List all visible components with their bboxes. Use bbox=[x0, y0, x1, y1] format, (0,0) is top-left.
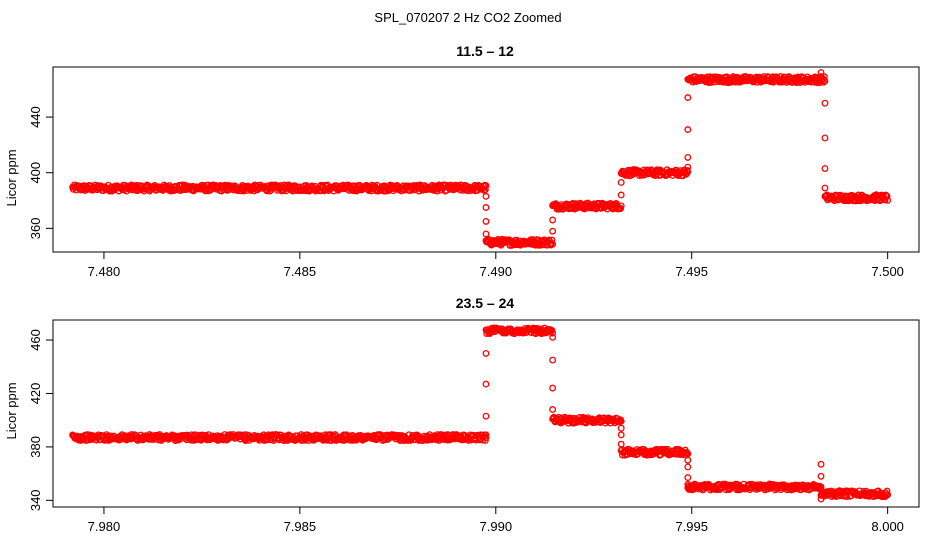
data-point bbox=[821, 77, 829, 85]
data-point bbox=[883, 487, 891, 495]
data-point bbox=[821, 134, 829, 142]
data-point bbox=[821, 184, 829, 192]
data-point bbox=[684, 153, 692, 161]
panel-bottom-points bbox=[69, 324, 892, 503]
panel-top-x-tick-label: 7.480 bbox=[88, 264, 121, 279]
data-point bbox=[821, 165, 829, 172]
figure-title: SPL_070207 2 Hz CO2 Zoomed bbox=[374, 10, 561, 25]
data-point bbox=[617, 191, 625, 199]
panel-top-points bbox=[69, 69, 892, 249]
data-point bbox=[549, 384, 557, 392]
panel-bottom-title: 23.5 – 24 bbox=[456, 295, 515, 311]
panel-top-x-tick-label: 7.490 bbox=[480, 264, 513, 279]
data-point bbox=[684, 474, 692, 482]
data-point bbox=[881, 196, 889, 204]
data-point bbox=[482, 412, 490, 420]
panel-bottom-ylabel: Licor ppm bbox=[4, 382, 19, 439]
panel-bottom-y-tick-label: 340 bbox=[28, 489, 43, 511]
panel-bottom-x-tick-label: 7.980 bbox=[88, 519, 121, 534]
panel-top-ticks: 7.480 7.485 7.490 7.495 7.500 360 400 440 bbox=[28, 106, 904, 279]
data-point bbox=[817, 483, 825, 491]
panel-bottom-x-tick-label: 8.000 bbox=[871, 519, 904, 534]
panel-top-plot-frame bbox=[52, 66, 920, 253]
panel-bottom: 23.5 – 24 Licor ppm 7.980 7.985 7.990 7.995… bbox=[4, 295, 920, 534]
data-point bbox=[883, 192, 891, 200]
data-point bbox=[549, 227, 557, 235]
data-point bbox=[684, 168, 692, 176]
panel-bottom-y-tick-label: 460 bbox=[28, 329, 43, 351]
data-point bbox=[482, 230, 490, 238]
data-point bbox=[817, 472, 825, 480]
data-point bbox=[482, 192, 490, 200]
data-point bbox=[482, 204, 490, 211]
data-point bbox=[549, 240, 557, 248]
data-point bbox=[684, 463, 692, 471]
panel-top-x-tick-label: 7.485 bbox=[284, 264, 317, 279]
data-point bbox=[684, 450, 692, 458]
panel-top-y-tick-label: 400 bbox=[28, 162, 43, 184]
data-point bbox=[482, 434, 490, 442]
data-point bbox=[817, 495, 825, 503]
panel-bottom-ticks: 7.980 7.985 7.990 7.995 8.000 340 380 420 460 bbox=[28, 329, 904, 534]
panel-top-ylabel: Licor ppm bbox=[4, 149, 19, 206]
panel-bottom-x-tick-label: 7.990 bbox=[480, 519, 513, 534]
panel-top-y-tick-label: 360 bbox=[28, 218, 43, 240]
panel-top-title: 11.5 – 12 bbox=[456, 43, 514, 59]
data-point bbox=[482, 431, 490, 439]
data-point bbox=[821, 99, 829, 107]
data-point bbox=[549, 329, 557, 337]
data-point bbox=[820, 73, 828, 81]
panel-bottom-y-tick-label: 420 bbox=[28, 383, 43, 405]
data-point bbox=[684, 480, 692, 488]
data-point bbox=[549, 333, 557, 341]
data-point bbox=[549, 406, 557, 413]
data-point bbox=[617, 202, 625, 210]
panel-top-x-tick-label: 7.500 bbox=[871, 264, 904, 279]
data-point bbox=[817, 69, 825, 77]
data-point bbox=[884, 196, 892, 204]
data-point bbox=[684, 126, 692, 134]
data-point bbox=[549, 216, 557, 224]
data-point bbox=[617, 440, 625, 448]
data-point bbox=[617, 178, 625, 186]
panel-bottom-plot-frame bbox=[52, 319, 920, 508]
data-point bbox=[547, 239, 555, 247]
data-point bbox=[617, 431, 625, 439]
data-point bbox=[548, 236, 556, 244]
data-point bbox=[617, 417, 625, 425]
data-point bbox=[482, 380, 490, 388]
data-point bbox=[482, 349, 490, 357]
data-point bbox=[684, 163, 692, 171]
panel-bottom-y-tick-label: 380 bbox=[28, 436, 43, 458]
data-point bbox=[617, 424, 625, 432]
panel-bottom-x-tick-label: 7.995 bbox=[675, 519, 708, 534]
data-point bbox=[817, 460, 825, 468]
panel-top-x-tick-label: 7.495 bbox=[675, 264, 708, 279]
data-point bbox=[482, 182, 490, 190]
panel-top: 11.5 – 12 Licor ppm 7.480 7.485 7.490 7.495… bbox=[4, 43, 920, 279]
data-point bbox=[481, 186, 489, 194]
panel-bottom-x-tick-label: 7.985 bbox=[284, 519, 317, 534]
data-point bbox=[684, 456, 692, 464]
data-point bbox=[549, 356, 557, 364]
data-point bbox=[684, 94, 692, 102]
data-point bbox=[884, 491, 892, 499]
data-point bbox=[482, 217, 490, 225]
panel-top-y-tick-label: 440 bbox=[28, 106, 43, 128]
